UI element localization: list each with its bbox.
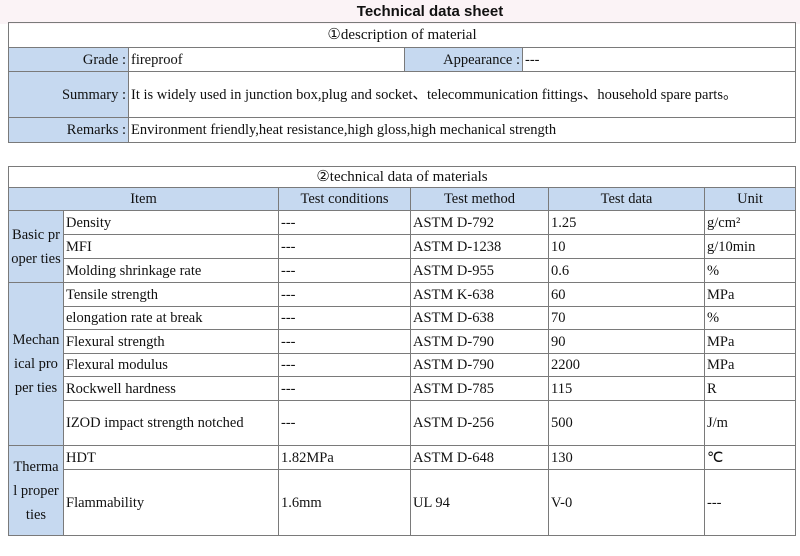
- cell-test-conditions: ---: [278, 329, 411, 354]
- cell-test-method: ASTM D-955: [410, 258, 549, 283]
- cell-test-data: 60: [548, 282, 705, 307]
- grade-label: Grade :: [8, 47, 129, 72]
- cell-test-method: ASTM D-1238: [410, 234, 549, 259]
- cell-item: Molding shrinkage rate: [63, 258, 279, 283]
- cell-unit: MPa: [704, 329, 796, 354]
- remarks-value: Environment friendly,heat resistance,hig…: [128, 117, 796, 143]
- table-row: Flammability 1.6mm UL 94 V-0 ---: [9, 469, 796, 536]
- cell-item: IZOD impact strength notched: [63, 400, 279, 446]
- summary-value: It is widely used in junction box,plug a…: [128, 71, 796, 118]
- cell-unit: R: [704, 376, 796, 401]
- cell-test-conditions: ---: [278, 306, 411, 330]
- cell-test-data: 70: [548, 306, 705, 330]
- cell-item: MFI: [63, 234, 279, 259]
- header-test-method: Test method: [410, 187, 549, 211]
- header-test-conditions: Test conditions: [278, 187, 411, 211]
- cell-unit: %: [704, 258, 796, 283]
- cell-test-method: ASTM D-256: [410, 400, 549, 446]
- cell-item: Density: [63, 210, 279, 235]
- description-table: ①description of material Grade : firepro…: [8, 22, 796, 143]
- cell-item: Flexural modulus: [63, 353, 279, 377]
- table-row: Flexural modulus --- ASTM D-790 2200 MPa: [9, 353, 796, 377]
- cell-test-conditions: 1.82MPa: [278, 445, 411, 470]
- cell-test-data: V-0: [548, 469, 705, 536]
- technical-table: ②technical data of materials Item Test c…: [8, 166, 796, 536]
- cell-test-method: ASTM D-790: [410, 353, 549, 377]
- cell-test-conditions: ---: [278, 376, 411, 401]
- cell-unit: J/m: [704, 400, 796, 446]
- cell-test-method: ASTM D-638: [410, 306, 549, 330]
- cell-test-data: 115: [548, 376, 705, 401]
- cell-item: Tensile strength: [63, 282, 279, 307]
- cell-test-data: 1.25: [548, 210, 705, 235]
- cell-test-method: UL 94: [410, 469, 549, 536]
- table-row: MFI --- ASTM D-1238 10 g/10min: [9, 234, 796, 259]
- cell-test-conditions: ---: [278, 234, 411, 259]
- header-item: Item: [8, 187, 279, 211]
- page-title: Technical data sheet: [356, 3, 504, 20]
- cell-unit: g/10min: [704, 234, 796, 259]
- table-row: Mechan ical proper ties Tensile strength -…: [8, 282, 796, 446]
- grade-value: fireproof: [128, 47, 405, 72]
- summary-label: Summary :: [8, 71, 129, 118]
- cell-test-method: ASTM K-638: [410, 282, 549, 307]
- group-label: Therma l proper ties: [8, 445, 64, 536]
- header-row: Item Test conditions Test method Test da…: [8, 187, 796, 211]
- table-row: IZOD impact strength notched --- ASTM D-25…: [9, 400, 796, 446]
- cell-test-method: ASTM D-790: [410, 329, 549, 354]
- cell-test-conditions: ---: [278, 258, 411, 283]
- cell-test-conditions: ---: [278, 210, 411, 235]
- cell-test-method: ASTM D-785: [410, 376, 549, 401]
- top-band: [0, 0, 800, 24]
- cell-test-conditions: ---: [278, 282, 411, 307]
- cell-test-data: 130: [548, 445, 705, 470]
- cell-unit: ℃: [704, 445, 796, 470]
- cell-test-conditions: ---: [278, 353, 411, 377]
- cell-unit: MPa: [704, 282, 796, 307]
- cell-test-conditions: 1.6mm: [278, 469, 411, 536]
- cell-item: Flammability: [63, 469, 279, 536]
- group-label: Mechan ical proper ties: [8, 282, 64, 446]
- remarks-label: Remarks :: [8, 117, 129, 143]
- cell-test-data: 90: [548, 329, 705, 354]
- cell-item: HDT: [63, 445, 279, 470]
- cell-test-data: 2200: [548, 353, 705, 377]
- description-caption: ①description of material: [8, 22, 796, 48]
- table-row: Flexural strength --- ASTM D-790 90 MPa: [9, 329, 796, 354]
- table-row: elongation rate at break --- ASTM D-638 70%: [9, 306, 796, 330]
- table-row: Basic proper ties Density --- ASTM D-792 1.2…: [8, 210, 796, 283]
- table-row: Therma l proper ties HDT 1.82MPa ASTM D-648…: [8, 445, 796, 536]
- cell-test-method: ASTM D-648: [410, 445, 549, 470]
- cell-test-data: 500: [548, 400, 705, 446]
- cell-unit: g/cm²: [704, 210, 796, 235]
- cell-test-conditions: ---: [278, 400, 411, 446]
- technical-caption: ②technical data of materials: [8, 166, 796, 188]
- cell-test-data: 10: [548, 234, 705, 259]
- cell-item: Flexural strength: [63, 329, 279, 354]
- cell-item: elongation rate at break: [63, 306, 279, 330]
- table-row: Rockwell hardness --- ASTM D-785 115 R: [9, 376, 796, 401]
- cell-item: Rockwell hardness: [63, 376, 279, 401]
- appearance-label: Appearance :: [404, 47, 523, 72]
- cell-test-method: ASTM D-792: [410, 210, 549, 235]
- cell-unit: %: [704, 306, 796, 330]
- header-unit: Unit: [704, 187, 796, 211]
- cell-unit: ---: [704, 469, 796, 536]
- header-test-data: Test data: [548, 187, 705, 211]
- group-label: Basic proper ties: [8, 210, 64, 283]
- cell-unit: MPa: [704, 353, 796, 377]
- appearance-value: ---: [522, 47, 796, 72]
- cell-test-data: 0.6: [548, 258, 705, 283]
- table-row: Molding shrinkage rate --- ASTM D-955 0.6%: [9, 258, 796, 283]
